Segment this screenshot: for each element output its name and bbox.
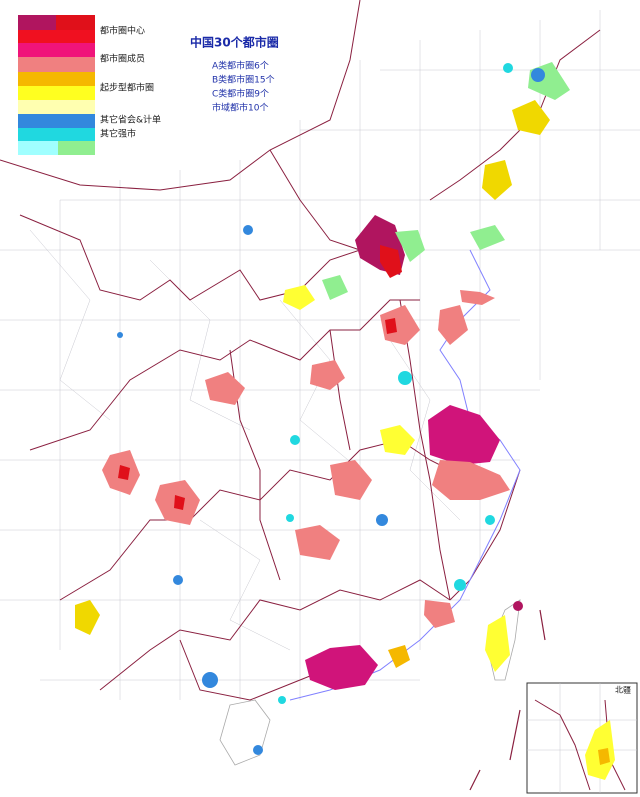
metro-center <box>174 495 185 510</box>
inset-frame <box>526 682 638 794</box>
metro-areas <box>75 62 570 755</box>
hainan <box>219 699 271 766</box>
legend-swatch <box>58 141 95 155</box>
strong-city <box>278 696 286 704</box>
metro-taipei <box>513 601 523 611</box>
metro-center <box>385 318 397 334</box>
legend-swatch <box>18 57 95 72</box>
legend-label: 其它省会&计单 <box>100 114 161 126</box>
provincial-capital <box>202 672 218 688</box>
metro-center <box>380 245 402 278</box>
metro-shenyang <box>512 100 550 135</box>
metro-hefei <box>380 425 415 455</box>
metro-zhengzhou <box>310 360 345 390</box>
metro-shanghai <box>428 405 500 465</box>
legend-swatch <box>56 15 95 30</box>
legend-swatch <box>18 114 95 128</box>
legend-swatch <box>18 100 95 114</box>
metro-guangzhou <box>305 645 378 690</box>
note: 市域都市10个 <box>212 102 268 114</box>
note: C类都市圈9个 <box>212 88 269 100</box>
legend-swatch <box>18 72 95 86</box>
title: 中国30个都市圈 <box>190 35 279 50</box>
provincial-capital <box>376 514 388 526</box>
metro-taiyuan <box>283 285 315 310</box>
metro-yantai <box>460 290 495 305</box>
provincial-capital <box>243 225 253 235</box>
metro-center <box>598 748 610 765</box>
strong-city <box>454 579 466 591</box>
inset: 北疆 <box>526 682 638 794</box>
inset-label: 北疆 <box>615 686 631 695</box>
provincial-capital <box>117 332 123 338</box>
legend: 都市圈中心 都市圈成员 起步型都市圈 其它省会&计单 其它强市 <box>18 15 161 155</box>
legend-label: 起步型都市圈 <box>100 82 154 94</box>
strong-city <box>398 371 412 385</box>
legend-swatch <box>18 141 58 155</box>
metro-center <box>118 465 130 480</box>
legend-swatch <box>18 30 95 43</box>
legend-swatch <box>18 128 95 141</box>
note: B类都市圈15个 <box>212 74 275 86</box>
provincial-capital <box>531 68 545 82</box>
metro-kunming <box>75 600 100 635</box>
strong-city <box>470 225 505 250</box>
strong-city <box>503 63 513 73</box>
metro-jinan <box>380 305 420 345</box>
strong-city <box>290 435 300 445</box>
strong-city <box>322 275 348 300</box>
legend-swatch <box>18 15 56 30</box>
metro-strong <box>395 230 425 262</box>
metro-hangzhou <box>432 460 510 500</box>
provincial-capital <box>173 575 183 585</box>
metro-wuhan <box>330 460 372 500</box>
legend-swatch <box>18 86 95 100</box>
legend-label: 其它强市 <box>100 128 136 140</box>
metro-dalian <box>482 160 512 200</box>
metro-xian <box>205 372 245 405</box>
sea-boundary <box>469 609 546 791</box>
metro-changsha <box>295 525 340 560</box>
note: A类都市圈6个 <box>212 60 269 72</box>
metro-taiwan <box>485 615 510 672</box>
metro-xiamen <box>424 600 455 628</box>
strong-city <box>485 515 495 525</box>
metro-qingdao <box>438 305 468 345</box>
legend-swatch <box>18 43 95 57</box>
legend-label: 都市圈成员 <box>100 53 145 65</box>
strong-city <box>286 514 294 522</box>
legend-label: 都市圈中心 <box>100 25 145 37</box>
metro-shantou <box>388 645 410 668</box>
provincial-capital <box>253 745 263 755</box>
